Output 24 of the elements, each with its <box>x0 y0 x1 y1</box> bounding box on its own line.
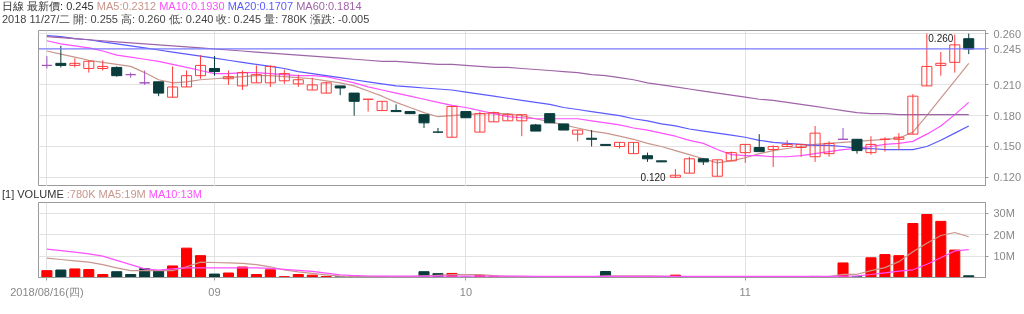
chart-title: [1] VOLUME <box>2 188 64 200</box>
text: MA5:0.2312 <box>96 0 157 12</box>
text: MA60:0.1814 <box>296 0 362 12</box>
annotation: 0.260 <box>928 32 954 44</box>
x-tick-label: 2018/08/16(四) <box>10 285 84 298</box>
x-tick-label: 09 <box>208 285 221 298</box>
y-tick-label: 20M <box>993 228 1015 241</box>
y-tick-label: 30M <box>993 207 1015 220</box>
annotation: 0.120 <box>640 172 667 184</box>
chart-subtitle: 2018 11/27/二 開: 0.255 高: 0.260 低: 0.240 收: 0.245 量: 780K 漲跌: -0.005 <box>2 13 370 25</box>
ref-line-label: 0.245 <box>993 42 1022 55</box>
text: MA10:0.1930 <box>159 0 225 12</box>
text: MA10:13M <box>148 188 202 200</box>
y-tick-label: 0.210 <box>993 78 1022 91</box>
chart-title: 日線 最新價: 0.245 <box>2 0 94 12</box>
y-tick-label: 0.260 <box>993 27 1022 40</box>
x-tick-label: 10 <box>459 285 473 298</box>
y-tick-label: 10M <box>993 250 1015 263</box>
text: MA20:0.1707 <box>227 0 294 12</box>
text: :780K MA5:19M <box>66 188 146 200</box>
y-tick-label: 0.180 <box>993 109 1022 122</box>
y-tick-label: 0.150 <box>993 140 1022 153</box>
y-tick-label: 0.120 <box>993 171 1022 184</box>
x-tick-label: 11 <box>739 285 751 298</box>
